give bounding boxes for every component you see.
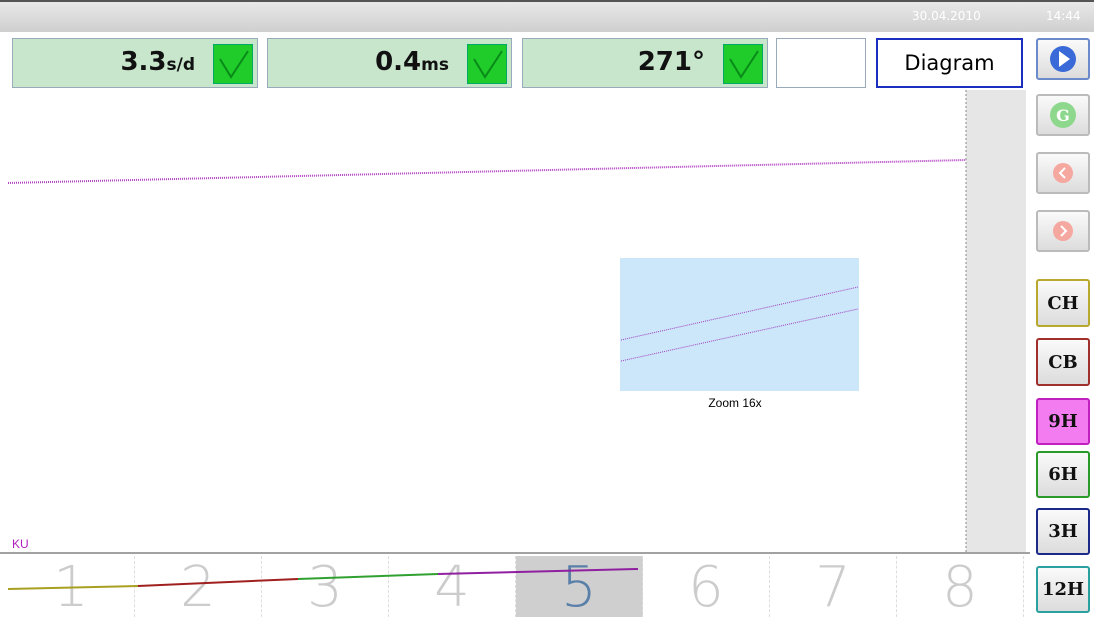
page-tab[interactable]: 2 (135, 556, 262, 620)
page-tab[interactable]: 5 (516, 556, 643, 620)
zoom-box (620, 258, 859, 391)
page-tab[interactable]: 4 (389, 556, 516, 620)
rate-readout: 3.3s/d (12, 38, 258, 88)
status-bar: 30.04.2010 14:44 (0, 0, 1094, 32)
beat-error-unit: ms (421, 55, 449, 75)
prev-button[interactable] (1036, 152, 1090, 194)
channel-button[interactable]: 6H (1036, 451, 1090, 498)
channel-button[interactable]: CH (1036, 279, 1090, 327)
ok-icon (213, 44, 253, 84)
page-tab[interactable]: 3 (262, 556, 389, 620)
date: 30.04.2010 (912, 9, 981, 23)
channel-button[interactable]: 9H (1036, 398, 1090, 445)
empty-field (776, 38, 866, 88)
channel-button[interactable]: 12H (1036, 566, 1090, 613)
ok-icon (723, 44, 763, 84)
page-tab[interactable]: 7 (770, 556, 897, 620)
axis-label: KU (12, 537, 29, 551)
rate-unit: s/d (166, 55, 196, 75)
channel-button[interactable]: 3H (1036, 508, 1090, 555)
plot: Zoom 16x KU (0, 90, 1030, 554)
reset-button[interactable]: G (1036, 94, 1090, 136)
time: 14:44 (1046, 9, 1081, 23)
play-button[interactable] (1036, 38, 1090, 80)
page-tab[interactable]: 8 (897, 556, 1024, 620)
zoom-label: Zoom 16x (708, 396, 761, 410)
page-tab[interactable]: 6 (643, 556, 770, 620)
svg-text:G: G (1056, 106, 1070, 125)
rate-value: 3.3 (120, 47, 167, 77)
next-button[interactable] (1036, 210, 1090, 252)
channel-button[interactable]: CB (1036, 338, 1090, 386)
trace (7, 159, 967, 184)
beat-error-readout: 0.4ms (267, 38, 512, 88)
overview-trace (8, 568, 639, 590)
beat-error-value: 0.4 (375, 47, 422, 77)
view-button[interactable]: Diagram (876, 38, 1023, 88)
ok-icon (467, 44, 507, 84)
amplitude-readout: 271° (522, 38, 768, 88)
amplitude-value: 271° (637, 47, 705, 77)
